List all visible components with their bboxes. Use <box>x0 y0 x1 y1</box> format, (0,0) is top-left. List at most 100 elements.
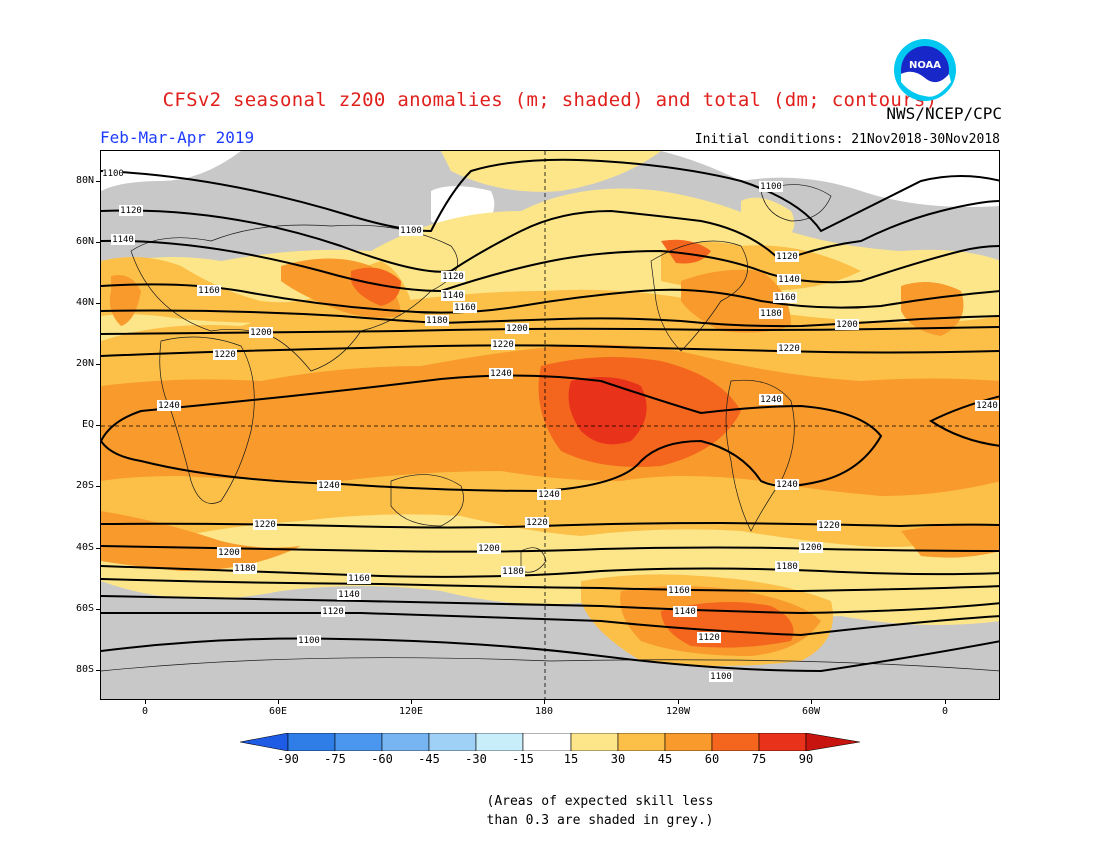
lon-tick <box>278 700 279 704</box>
contour-1140-south <box>101 595 999 615</box>
colorbar-label: -90 <box>277 752 299 766</box>
contour-label: 1240 <box>537 489 561 500</box>
contour-1160-south <box>101 578 999 593</box>
svg-text:1140: 1140 <box>112 235 134 245</box>
contour-label: 1120 <box>441 271 465 282</box>
skill-note: (Areas of expected skill less than 0.3 a… <box>420 792 780 830</box>
contour-label: 1220 <box>491 339 515 350</box>
anomaly-45-60 <box>109 275 141 326</box>
anomaly-60-75 <box>351 267 401 306</box>
contour-label: 1140 <box>111 234 135 245</box>
anomaly-15-30 <box>741 197 795 241</box>
lon-tick <box>945 700 946 704</box>
contour-label: 1240 <box>775 479 799 490</box>
contour-label: 1100 <box>297 635 321 646</box>
contour-label: 1180 <box>501 566 525 577</box>
contour-label: 1240 <box>975 400 999 411</box>
lat-label: 40N <box>75 297 94 308</box>
noaa-logo-icon: NOAA <box>894 39 956 101</box>
lat-tick <box>96 548 100 549</box>
contour-label: 1200 <box>505 323 529 334</box>
svg-text:1180: 1180 <box>760 309 782 319</box>
map-panel: 1100 1120 1140 1160 1200 1220 1240 1100 … <box>100 150 1000 700</box>
contour-1180-north <box>101 309 999 328</box>
svg-text:1140: 1140 <box>442 291 464 301</box>
contour-1120-north <box>101 200 999 273</box>
svg-text:1180: 1180 <box>426 316 448 326</box>
colorbar-swatch <box>287 733 336 751</box>
svg-text:1160: 1160 <box>348 574 370 584</box>
zero-anomaly-area <box>101 151 999 207</box>
colorbar-swatch <box>664 733 713 751</box>
svg-text:1180: 1180 <box>234 564 256 574</box>
colorbar-label: -75 <box>324 752 346 766</box>
svg-text:1120: 1120 <box>698 633 720 643</box>
colorbar-swatch <box>240 733 289 751</box>
lon-tick <box>411 700 412 704</box>
contour-label: 1160 <box>667 585 691 596</box>
svg-text:1240: 1240 <box>776 480 798 490</box>
contour-1220-north <box>101 344 999 357</box>
colorbar-swatch <box>711 733 760 751</box>
lon-label: 0 <box>141 706 149 717</box>
contour-label: 1240 <box>157 400 181 411</box>
agency-label: NWS/NCEP/CPC <box>886 104 1002 123</box>
svg-text:1220: 1220 <box>214 350 236 360</box>
svg-text:1100: 1100 <box>760 182 782 192</box>
lat-tick <box>96 670 100 671</box>
contour-label: 1220 <box>253 519 277 530</box>
anomaly-map: 1100 1120 1140 1160 1200 1220 1240 1100 … <box>101 151 999 699</box>
lon-tick <box>145 700 146 704</box>
svg-text:1220: 1220 <box>818 521 840 531</box>
colorbar-swatch <box>805 733 860 751</box>
initial-conditions: Initial conditions: 21Nov2018-30Nov2018 <box>694 132 1000 147</box>
svg-text:1220: 1220 <box>254 520 276 530</box>
colorbar-swatch <box>428 733 477 751</box>
svg-text:1100: 1100 <box>298 636 320 646</box>
colorbar-label: 90 <box>798 752 814 766</box>
contour-1200-north <box>101 326 999 335</box>
contour-label: 1200 <box>217 547 241 558</box>
contour-1180-south <box>101 565 999 578</box>
contour-label: 1200 <box>249 327 273 338</box>
svg-text:1200: 1200 <box>250 328 272 338</box>
contour-label: 1140 <box>337 589 361 600</box>
contour-label: 1220 <box>525 517 549 528</box>
contour-label: 1220 <box>213 349 237 360</box>
svg-text:1180: 1180 <box>776 562 798 572</box>
svg-text:1100: 1100 <box>710 672 732 682</box>
lon-label: 120W <box>665 706 691 717</box>
colorbar-label: 75 <box>751 752 767 766</box>
contour-label: 1160 <box>197 285 221 296</box>
contour-1220-south <box>101 521 999 529</box>
skill-note-line: (Areas of expected skill less <box>486 794 714 809</box>
svg-text:1220: 1220 <box>778 344 800 354</box>
anomaly-75-90 <box>568 377 647 445</box>
svg-text:1220: 1220 <box>492 340 514 350</box>
forecast-period: Feb-Mar-Apr 2019 <box>100 128 255 147</box>
lat-tick <box>96 181 100 182</box>
lat-label: 80N <box>75 175 94 186</box>
contour-label: 1200 <box>799 542 823 553</box>
lat-tick <box>96 486 100 487</box>
colorbar-swatch <box>758 733 807 751</box>
contour-label: 1160 <box>347 573 371 584</box>
lat-label: 60S <box>75 603 94 614</box>
svg-text:1120: 1120 <box>776 252 798 262</box>
lat-label: 60N <box>75 236 94 247</box>
colorbar-swatch <box>381 733 430 751</box>
svg-text:1140: 1140 <box>674 607 696 617</box>
svg-text:1200: 1200 <box>218 548 240 558</box>
lat-label: 80S <box>75 664 94 675</box>
contour-label: 1100 <box>709 671 733 682</box>
svg-text:1240: 1240 <box>760 395 782 405</box>
colorbar <box>240 733 860 751</box>
contour-label: 1120 <box>119 205 143 216</box>
contour-label: 1240 <box>759 394 783 405</box>
colorbar-swatch <box>475 733 524 751</box>
contour-label: 1240 <box>489 368 513 379</box>
colorbar-swatch <box>522 733 572 751</box>
contour-1120-south <box>101 611 999 637</box>
contour-label: 1240 <box>317 480 341 491</box>
svg-text:1180: 1180 <box>502 567 524 577</box>
